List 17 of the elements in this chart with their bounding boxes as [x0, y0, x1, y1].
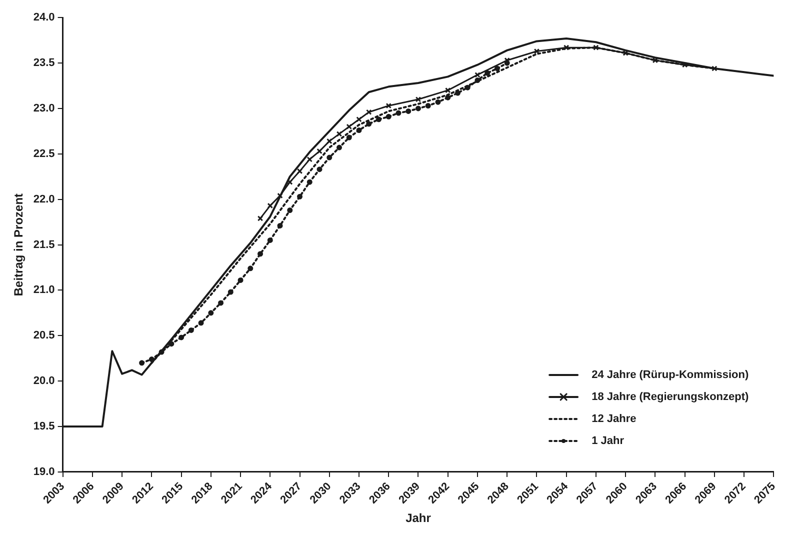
- legend-label: 12 Jahre: [592, 412, 636, 425]
- y-tick-label: 22.5: [33, 148, 55, 160]
- y-tick-label: 23.0: [33, 102, 55, 115]
- y-axis-title: Beitrag in Prozent: [12, 193, 26, 296]
- legend-label: 18 Jahre (Regierungskonzept): [592, 390, 750, 403]
- y-tick-label: 20.5: [33, 330, 55, 342]
- legend-label: 24 Jahre (Rürup-Kommission): [592, 368, 749, 381]
- y-tick-label: 21.0: [33, 284, 55, 296]
- x-axis-title: Jahr: [406, 511, 432, 526]
- y-tick-label: 19.5: [33, 420, 55, 433]
- y-tick-label: 22.0: [33, 193, 55, 206]
- y-tick-label: 21.5: [33, 238, 55, 251]
- y-tick-label: 19.0: [33, 466, 55, 478]
- y-tick-label: 20.0: [33, 375, 55, 388]
- y-tick-label: 24.0: [33, 12, 55, 24]
- legend-label: 1 Jahr: [592, 434, 625, 447]
- y-tick-label: 23.5: [33, 57, 55, 70]
